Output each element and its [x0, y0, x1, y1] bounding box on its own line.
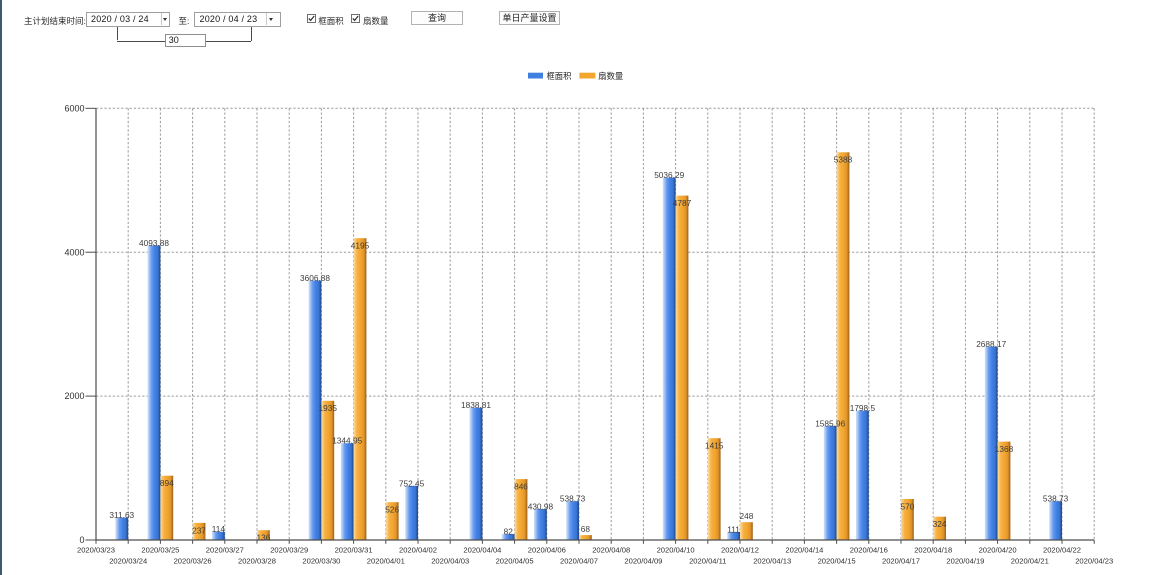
svg-text:2020/04/10: 2020/04/10	[657, 546, 695, 555]
svg-text:846: 846	[514, 482, 528, 492]
svg-text:2020/03/23: 2020/03/23	[77, 546, 115, 555]
svg-text:2020/04/21: 2020/04/21	[1011, 556, 1049, 565]
svg-text:2020/04/08: 2020/04/08	[592, 546, 630, 555]
svg-text:1344.95: 1344.95	[332, 436, 362, 446]
svg-text:114: 114	[212, 524, 226, 534]
svg-text:2020/04/13: 2020/04/13	[753, 556, 791, 565]
svg-text:2020/03/27: 2020/03/27	[206, 546, 244, 555]
svg-text:2020/04/06: 2020/04/06	[528, 546, 566, 555]
svg-text:3606.88: 3606.88	[300, 273, 330, 283]
svg-text:570: 570	[900, 501, 914, 511]
svg-text:2020/04/09: 2020/04/09	[624, 556, 662, 565]
svg-text:5388: 5388	[834, 155, 853, 165]
svg-text:136: 136	[256, 533, 270, 543]
svg-text:2020/04/20: 2020/04/20	[979, 546, 1017, 555]
svg-text:538.73: 538.73	[1043, 494, 1069, 504]
svg-text:4195: 4195	[351, 241, 370, 251]
svg-text:2020/03/26: 2020/03/26	[174, 556, 212, 565]
svg-text:2020/04/19: 2020/04/19	[946, 556, 984, 565]
svg-text:2020/03/31: 2020/03/31	[335, 546, 373, 555]
svg-text:5036.29: 5036.29	[654, 170, 684, 180]
svg-text:2020/03/28: 2020/03/28	[238, 556, 276, 565]
svg-text:6000: 6000	[64, 103, 84, 113]
svg-text:68: 68	[581, 524, 591, 534]
svg-text:2020/04/11: 2020/04/11	[689, 556, 726, 565]
svg-text:2020/04/17: 2020/04/17	[882, 556, 920, 565]
svg-text:4093.88: 4093.88	[139, 238, 169, 248]
svg-text:248: 248	[739, 511, 753, 521]
svg-text:311.63: 311.63	[109, 510, 134, 520]
svg-text:2020/04/18: 2020/04/18	[914, 546, 952, 555]
svg-text:2020/04/01: 2020/04/01	[367, 556, 405, 565]
svg-text:538.73: 538.73	[560, 494, 586, 504]
svg-text:2020/04/07: 2020/04/07	[560, 556, 598, 565]
svg-text:1798.5: 1798.5	[850, 403, 876, 413]
svg-text:430.98: 430.98	[528, 501, 554, 511]
svg-text:1368: 1368	[995, 444, 1014, 454]
svg-text:2020/04/12: 2020/04/12	[721, 546, 759, 555]
svg-text:0: 0	[79, 535, 84, 545]
svg-text:2020/03/30: 2020/03/30	[302, 556, 340, 565]
svg-text:2020/03/29: 2020/03/29	[270, 546, 308, 555]
svg-text:324: 324	[933, 519, 947, 529]
svg-text:2020/03/24: 2020/03/24	[109, 556, 147, 565]
svg-text:2020/04/02: 2020/04/02	[399, 546, 437, 555]
svg-text:1585.96: 1585.96	[815, 418, 845, 428]
svg-text:2020/04/05: 2020/04/05	[496, 556, 534, 565]
svg-text:2020/04/03: 2020/04/03	[431, 556, 469, 565]
svg-text:2020/04/14: 2020/04/14	[785, 546, 823, 555]
svg-text:2020/03/25: 2020/03/25	[141, 546, 179, 555]
svg-text:扇数量: 扇数量	[598, 71, 623, 81]
svg-text:2020/04/15: 2020/04/15	[818, 556, 856, 565]
svg-text:4787: 4787	[673, 198, 692, 208]
svg-text:237: 237	[192, 525, 206, 535]
svg-text:2020/04/16: 2020/04/16	[850, 546, 888, 555]
svg-text:1838.81: 1838.81	[461, 400, 491, 410]
svg-text:2688.17: 2688.17	[976, 339, 1006, 349]
svg-text:1935: 1935	[319, 403, 338, 413]
svg-text:2000: 2000	[64, 391, 84, 401]
svg-text:2020/04/23: 2020/04/23	[1075, 556, 1113, 565]
svg-text:894: 894	[160, 478, 174, 488]
svg-text:752.45: 752.45	[399, 478, 425, 488]
svg-text:4000: 4000	[64, 247, 84, 257]
svg-text:1415: 1415	[705, 441, 724, 451]
svg-text:82: 82	[504, 527, 514, 537]
svg-text:111: 111	[727, 524, 740, 534]
svg-text:框面积: 框面积	[547, 71, 572, 81]
svg-text:2020/04/22: 2020/04/22	[1043, 546, 1081, 555]
svg-text:526: 526	[385, 505, 399, 515]
svg-text:2020/04/04: 2020/04/04	[463, 546, 501, 555]
